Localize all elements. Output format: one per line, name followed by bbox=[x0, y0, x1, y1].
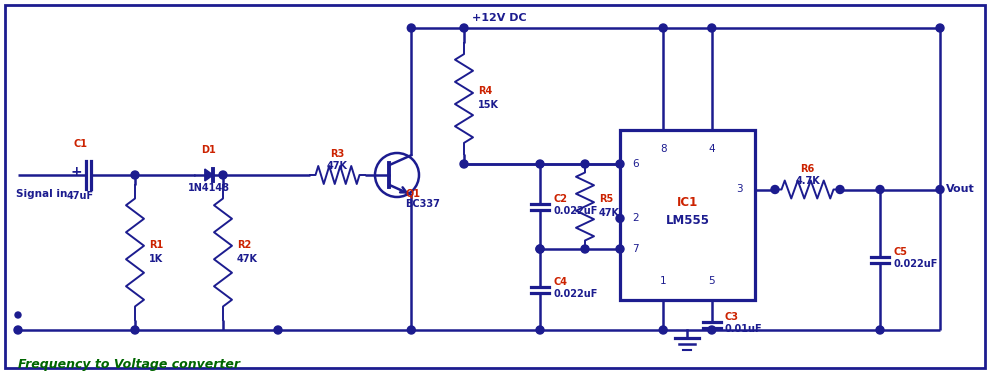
Circle shape bbox=[536, 160, 544, 168]
Text: +12V DC: +12V DC bbox=[472, 13, 527, 23]
Text: C3: C3 bbox=[725, 312, 739, 322]
Circle shape bbox=[616, 245, 624, 253]
Text: 0.022uF: 0.022uF bbox=[553, 206, 597, 215]
Text: 47K: 47K bbox=[237, 254, 258, 265]
Text: 47uF: 47uF bbox=[66, 191, 94, 201]
Text: R6: R6 bbox=[800, 164, 815, 174]
Circle shape bbox=[581, 245, 589, 253]
Circle shape bbox=[131, 171, 139, 179]
Text: 1: 1 bbox=[660, 276, 666, 286]
Circle shape bbox=[936, 24, 944, 32]
Text: IC1: IC1 bbox=[677, 197, 698, 209]
Circle shape bbox=[131, 326, 139, 334]
Circle shape bbox=[936, 186, 944, 194]
Circle shape bbox=[536, 245, 544, 253]
Text: LM555: LM555 bbox=[665, 214, 710, 228]
Text: C4: C4 bbox=[553, 277, 567, 287]
Text: R3: R3 bbox=[331, 149, 345, 159]
Text: +: + bbox=[70, 165, 82, 179]
Circle shape bbox=[616, 214, 624, 222]
Circle shape bbox=[836, 186, 844, 194]
Circle shape bbox=[407, 326, 415, 334]
Text: R5: R5 bbox=[599, 195, 613, 204]
Text: 15K: 15K bbox=[478, 101, 499, 110]
Text: 47K: 47K bbox=[327, 161, 348, 171]
Text: R4: R4 bbox=[478, 87, 492, 96]
Text: R2: R2 bbox=[237, 240, 251, 251]
Text: C2: C2 bbox=[553, 194, 567, 203]
Bar bbox=[620, 130, 755, 300]
Circle shape bbox=[14, 326, 22, 334]
Text: 1K: 1K bbox=[149, 254, 163, 265]
Circle shape bbox=[876, 186, 884, 194]
Text: Signal in: Signal in bbox=[16, 189, 67, 199]
Text: Vout: Vout bbox=[946, 184, 975, 195]
Text: 5: 5 bbox=[709, 276, 715, 286]
Text: 8: 8 bbox=[660, 144, 666, 154]
Text: 3: 3 bbox=[737, 184, 743, 195]
Circle shape bbox=[536, 326, 544, 334]
Text: C5: C5 bbox=[893, 247, 907, 257]
Circle shape bbox=[659, 24, 667, 32]
Circle shape bbox=[708, 326, 716, 334]
Circle shape bbox=[771, 186, 779, 194]
Text: 0.01uF: 0.01uF bbox=[725, 324, 762, 334]
Circle shape bbox=[460, 24, 468, 32]
Text: 4.7K: 4.7K bbox=[795, 175, 820, 186]
Text: 2: 2 bbox=[632, 214, 639, 223]
Circle shape bbox=[536, 245, 544, 253]
Polygon shape bbox=[205, 169, 213, 181]
Circle shape bbox=[616, 160, 624, 168]
Circle shape bbox=[219, 171, 227, 179]
Text: BC337: BC337 bbox=[405, 199, 440, 209]
Text: 6: 6 bbox=[632, 159, 639, 169]
Text: R1: R1 bbox=[149, 240, 163, 251]
Text: C1: C1 bbox=[73, 139, 87, 149]
Text: 47K: 47K bbox=[599, 209, 620, 218]
Text: Frequency to Voltage converter: Frequency to Voltage converter bbox=[18, 358, 240, 371]
Circle shape bbox=[581, 160, 589, 168]
Text: 7: 7 bbox=[632, 244, 639, 254]
Circle shape bbox=[659, 326, 667, 334]
Circle shape bbox=[708, 24, 716, 32]
Circle shape bbox=[876, 326, 884, 334]
Circle shape bbox=[15, 312, 21, 318]
Circle shape bbox=[274, 326, 282, 334]
Text: 0.022uF: 0.022uF bbox=[893, 259, 938, 269]
Text: Q1: Q1 bbox=[405, 189, 420, 199]
Circle shape bbox=[460, 160, 468, 168]
Text: 4: 4 bbox=[709, 144, 715, 154]
Text: 0.022uF: 0.022uF bbox=[553, 289, 597, 299]
Text: D1: D1 bbox=[202, 145, 217, 155]
Circle shape bbox=[407, 24, 415, 32]
Text: 1N4148: 1N4148 bbox=[188, 183, 230, 193]
